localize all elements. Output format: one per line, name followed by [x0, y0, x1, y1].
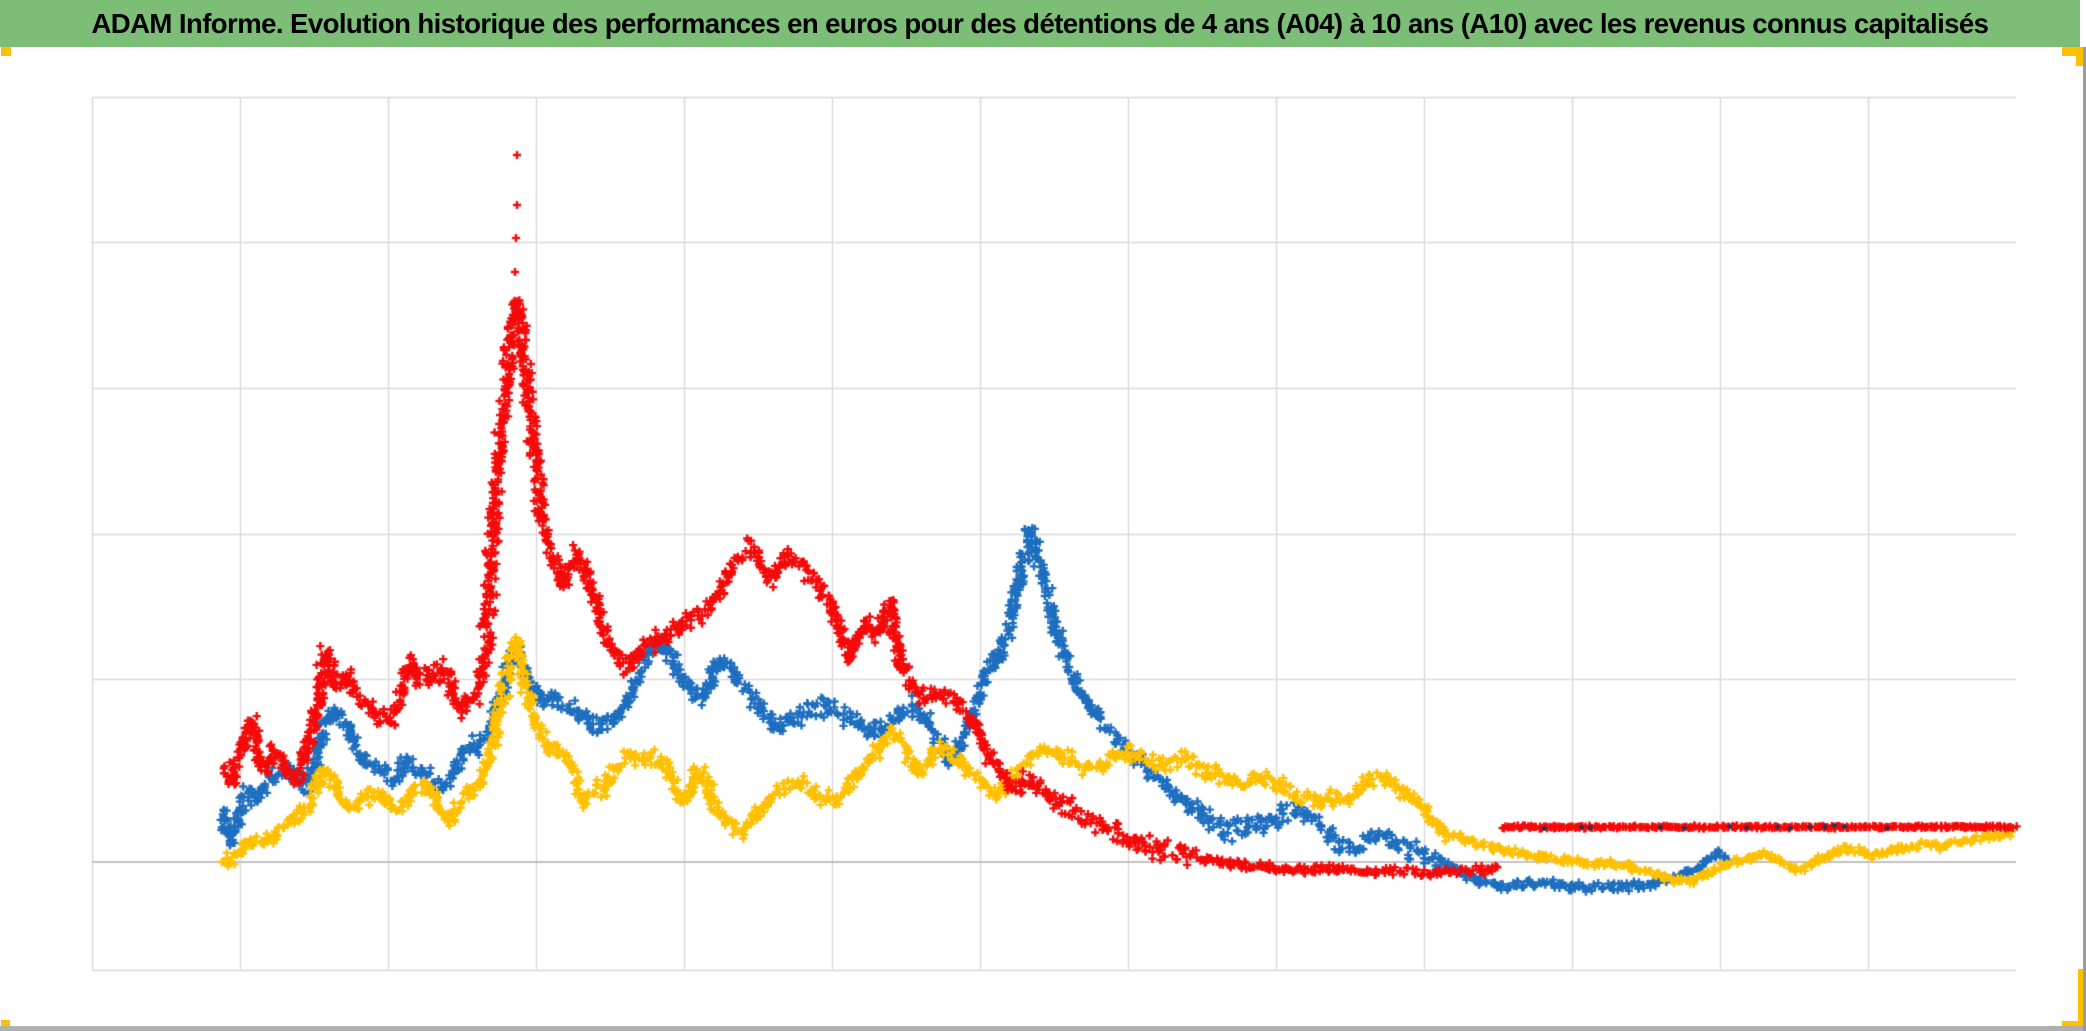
- selection-corner-bottom-right-v: [2078, 969, 2086, 1031]
- right-edge-line: [2083, 47, 2086, 1031]
- selection-corner-top-right-h: [2062, 47, 2086, 56]
- title-bar: ADAM Informe. Evolution historique des p…: [0, 0, 2080, 47]
- page-title: ADAM Informe. Evolution historique des p…: [91, 7, 1990, 39]
- bottom-edge-bar: [0, 1026, 2086, 1031]
- selection-corner-top-left: [1, 47, 11, 56]
- selection-corner-top-right-v: [2076, 47, 2086, 66]
- selection-corner-bottom-left: [1, 1020, 10, 1028]
